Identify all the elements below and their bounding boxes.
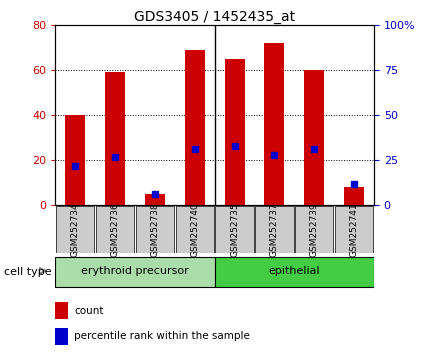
- Text: GSM252734: GSM252734: [71, 202, 79, 257]
- Text: erythroid precursor: erythroid precursor: [81, 266, 189, 276]
- FancyBboxPatch shape: [335, 206, 373, 253]
- Text: GSM252736: GSM252736: [110, 202, 119, 257]
- FancyBboxPatch shape: [55, 257, 215, 287]
- Bar: [105, 72, 125, 205]
- Bar: [264, 43, 284, 205]
- FancyBboxPatch shape: [215, 257, 374, 287]
- Title: GDS3405 / 1452435_at: GDS3405 / 1452435_at: [134, 10, 295, 24]
- Text: GSM252738: GSM252738: [150, 202, 159, 257]
- Bar: [65, 115, 85, 205]
- Text: GSM252740: GSM252740: [190, 202, 199, 257]
- Text: GSM252735: GSM252735: [230, 202, 239, 257]
- Bar: [344, 187, 364, 205]
- Bar: [224, 59, 244, 205]
- FancyBboxPatch shape: [176, 206, 214, 253]
- Text: percentile rank within the sample: percentile rank within the sample: [74, 331, 250, 341]
- Bar: [55, 328, 68, 345]
- Bar: [145, 194, 165, 205]
- FancyBboxPatch shape: [56, 206, 94, 253]
- FancyBboxPatch shape: [215, 206, 254, 253]
- Text: GSM252741: GSM252741: [350, 202, 359, 257]
- FancyBboxPatch shape: [295, 206, 333, 253]
- Text: GSM252737: GSM252737: [270, 202, 279, 257]
- FancyBboxPatch shape: [136, 206, 174, 253]
- Text: cell type: cell type: [4, 267, 52, 277]
- Text: epithelial: epithelial: [269, 266, 320, 276]
- FancyBboxPatch shape: [96, 206, 134, 253]
- Text: count: count: [74, 306, 104, 316]
- Bar: [304, 70, 324, 205]
- Bar: [55, 302, 68, 319]
- Bar: [185, 50, 205, 205]
- Text: GSM252739: GSM252739: [310, 202, 319, 257]
- FancyBboxPatch shape: [255, 206, 294, 253]
